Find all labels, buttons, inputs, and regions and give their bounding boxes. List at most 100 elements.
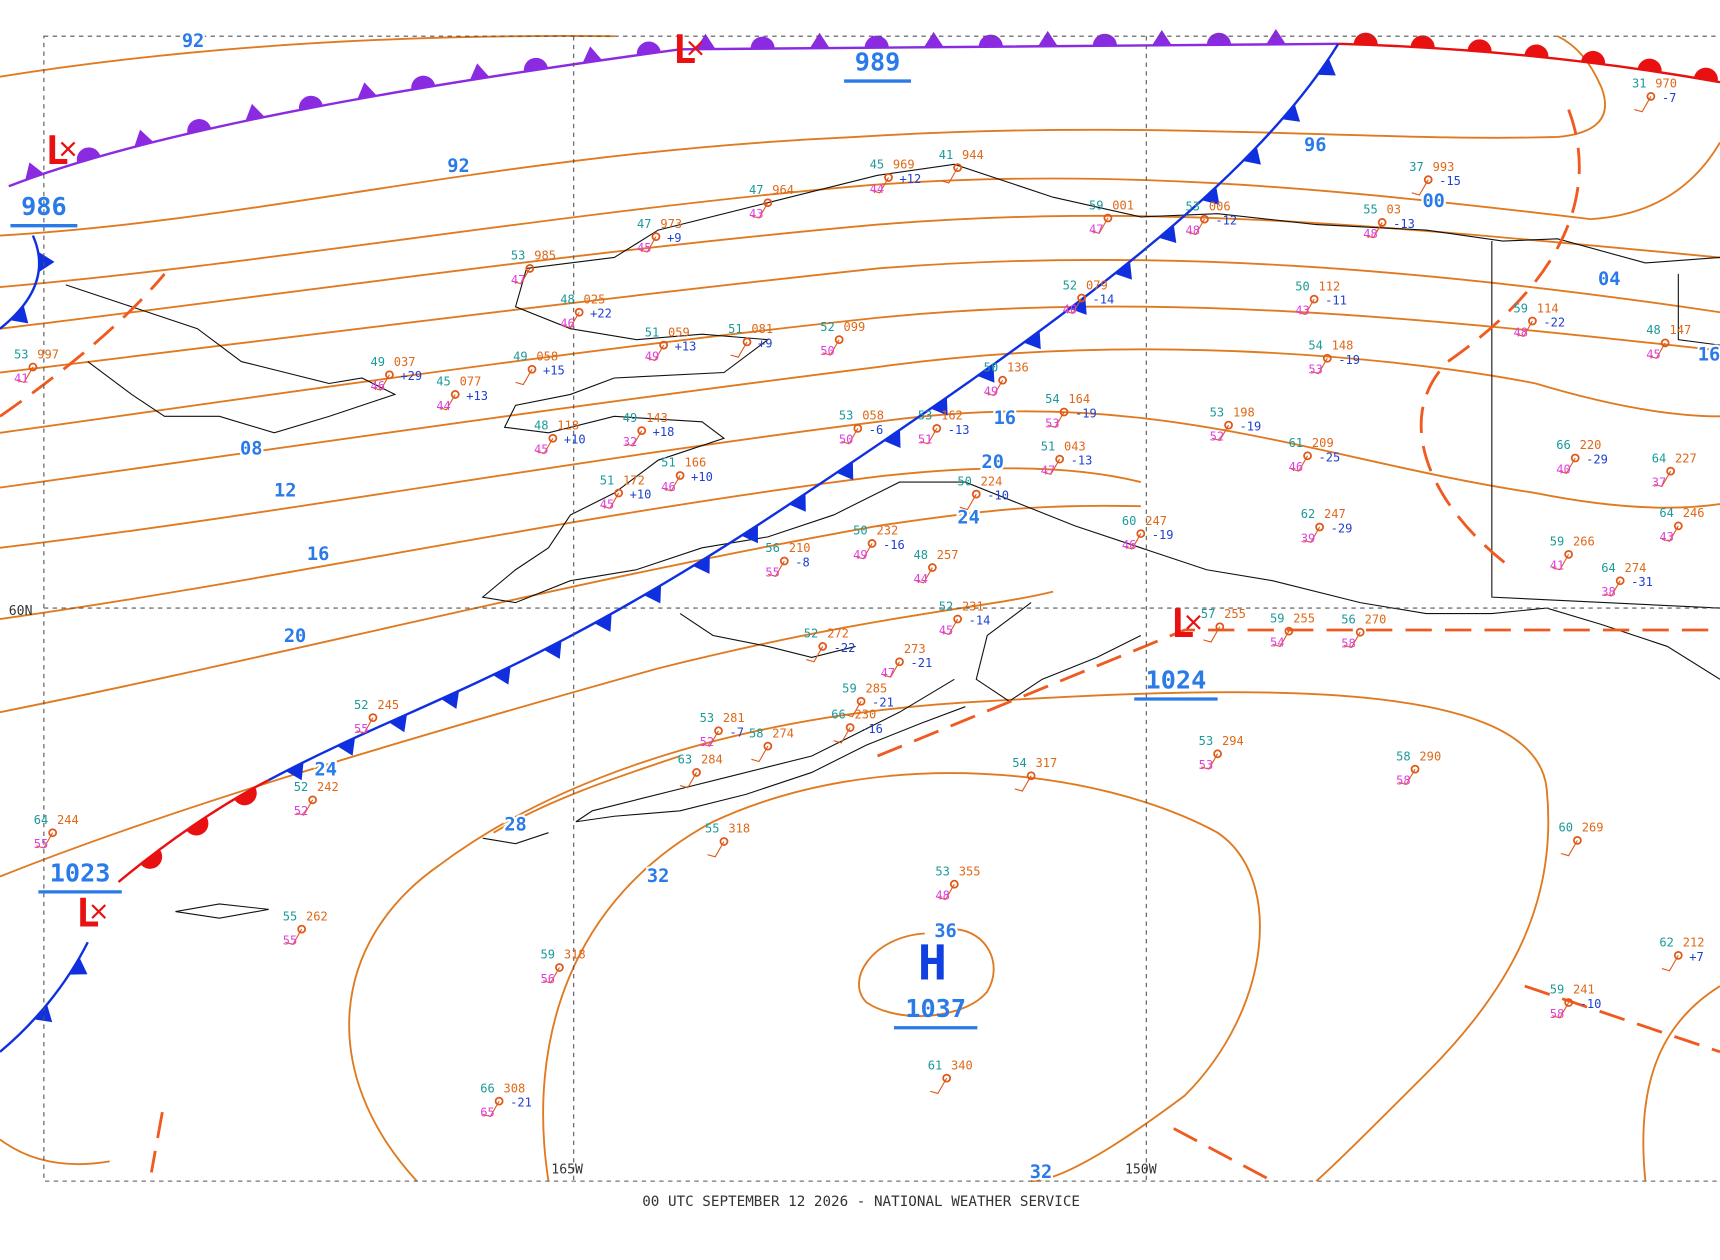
station-marker — [867, 539, 877, 548]
station-marker — [1055, 454, 1065, 464]
station-marker — [1666, 466, 1676, 476]
warm-semicircle — [298, 95, 323, 111]
station-pressure: 269 — [1582, 821, 1604, 835]
warm-semicircle — [1092, 33, 1117, 46]
front-symbol — [543, 640, 562, 659]
wind-barb — [1124, 533, 1142, 550]
station-pressure: 114 — [1537, 301, 1559, 315]
temperature: 51 — [728, 322, 743, 336]
station-pressure: 077 — [460, 375, 482, 389]
graticule-label: 60N — [9, 604, 33, 619]
isobar-label: 92 — [447, 156, 469, 177]
cold-triangle — [1317, 58, 1336, 76]
station-pressure: 231 — [962, 599, 984, 613]
wind-barb — [36, 832, 54, 849]
pressure-tendency: -19 — [1075, 406, 1097, 420]
pressure-tendency: +7 — [1689, 950, 1704, 964]
station-marker — [450, 390, 460, 399]
wind-barb — [767, 560, 785, 577]
temperature: 48 — [534, 419, 549, 433]
station-pressure: 270 — [1365, 612, 1387, 626]
station-marker — [1077, 293, 1086, 303]
temperature: 54 — [1308, 339, 1323, 353]
dewpoint: 38 — [1601, 585, 1616, 599]
isobar-label: 96 — [1304, 135, 1326, 156]
central-pressure: 1024 — [1146, 666, 1207, 695]
station-plot: 53 985 47 — [511, 249, 556, 287]
dewpoint: 54 — [1270, 635, 1285, 649]
front-symbol — [594, 613, 612, 632]
isobar-label: 00 — [1422, 191, 1444, 212]
temperature: 41 — [939, 148, 954, 162]
station-marker — [574, 307, 584, 317]
station-pressure: 247 — [1324, 507, 1346, 521]
high-symbol: H — [918, 935, 947, 991]
pressure-tendency: -21 — [510, 1096, 532, 1110]
temperature: 54 — [1045, 392, 1060, 406]
cold-triangle — [69, 957, 88, 975]
wind-barb — [536, 437, 554, 455]
temperature: 52 — [294, 780, 309, 794]
front-symbol — [923, 31, 944, 48]
dewpoint: 53 — [1199, 758, 1214, 772]
station-marker — [1564, 550, 1574, 559]
station-plot: 59 285-21 — [842, 681, 894, 718]
station-pressure: 025 — [584, 293, 606, 307]
warm-semicircle — [411, 75, 436, 90]
temperature: 59 — [1270, 611, 1285, 625]
front-symbol — [187, 119, 212, 134]
temperature: 62 — [1301, 507, 1316, 521]
wind-barb — [882, 661, 900, 678]
front-symbol — [741, 524, 758, 544]
station-plot: 51 081+9 — [728, 322, 773, 358]
temperature: 53 — [918, 409, 933, 423]
station-plot: 37 993-15 — [1409, 160, 1461, 196]
station-plot: 52 245 55 — [354, 698, 399, 736]
pressure-tendency: +10 — [564, 433, 586, 447]
wind-barb — [1203, 626, 1221, 643]
wind-barb — [1398, 768, 1416, 786]
temperature: 50 — [853, 524, 868, 538]
warm-semicircle — [978, 34, 1003, 47]
station-plot: 49 037 46 +29 — [371, 355, 423, 393]
front-line — [0, 235, 41, 330]
pressure-tendency: +10 — [630, 488, 652, 502]
cold-triangle — [930, 397, 948, 416]
station-pressure: 227 — [1675, 451, 1697, 465]
front-symbol — [930, 397, 948, 416]
front-symbol — [39, 252, 55, 272]
low-symbol: L — [45, 128, 69, 174]
wind-barb — [639, 236, 657, 253]
front-symbol — [1353, 32, 1378, 46]
front-symbol — [750, 36, 775, 49]
pressure-tendency: -14 — [1093, 293, 1115, 307]
station-marker — [1615, 576, 1625, 586]
warm-semicircle — [140, 849, 163, 869]
dewpoint: 46 — [560, 317, 575, 331]
front-line — [1338, 42, 1720, 84]
pressure-tendency: +18 — [653, 425, 675, 439]
station-plot: 54 317 — [1012, 756, 1057, 792]
temperature: 51 — [600, 473, 615, 487]
dewpoint: 49 — [984, 385, 999, 399]
warm-semicircle — [1353, 32, 1378, 46]
station-pressure: 001 — [1112, 198, 1134, 212]
station-plot: 50 136 49 — [984, 360, 1029, 398]
station-marker — [763, 198, 773, 208]
low-symbol: L — [673, 27, 697, 73]
temperature: 53 — [14, 347, 29, 361]
wind-barb — [1365, 222, 1383, 239]
dewpoint: 53 — [1045, 416, 1060, 430]
station-plot: 53 006 48 -12 — [1186, 199, 1238, 237]
dewpoint: 46 — [661, 480, 676, 494]
wind-barb — [833, 727, 851, 744]
isobars — [0, 35, 1720, 1183]
temperature: 64 — [1652, 451, 1667, 465]
cold-triangle — [543, 640, 562, 659]
isobar-label: 20 — [284, 626, 306, 647]
wind-barb — [730, 341, 748, 358]
front-symbol — [469, 63, 490, 81]
station-plot: 62 247 39 -29 — [1301, 507, 1353, 545]
station-marker — [494, 1096, 504, 1106]
station-marker — [998, 375, 1007, 385]
